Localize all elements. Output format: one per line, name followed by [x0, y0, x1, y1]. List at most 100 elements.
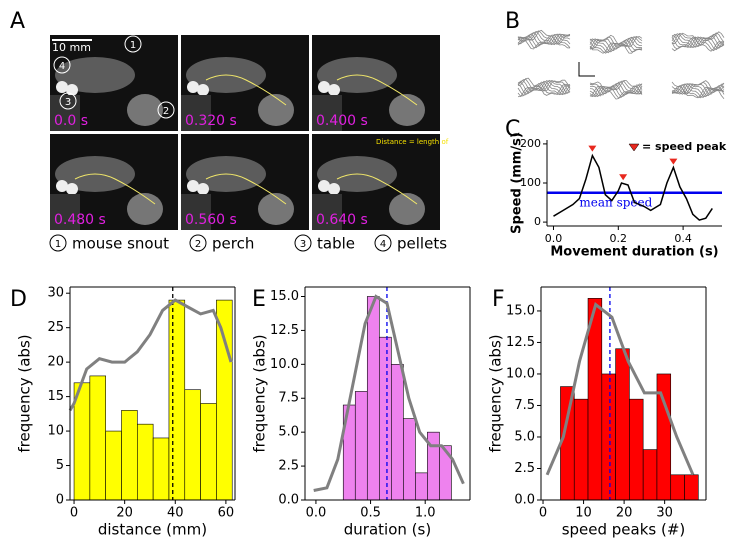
trajectory: [671, 33, 725, 48]
x-tick-label: 0.0: [306, 506, 327, 521]
peak-marker: [588, 145, 597, 152]
panel-label: B: [505, 9, 520, 34]
bar: [573, 398, 589, 501]
y-tick-label: 0: [56, 493, 64, 508]
bar: [354, 391, 368, 501]
snout-trace: [336, 74, 418, 106]
chart: 0.0 0.5 1.0 0.0 2.5 5.0 7.5 10.0 12.5 15.0 duratio…: [251, 286, 471, 538]
bar: [642, 449, 658, 501]
legend-marker: [628, 143, 640, 152]
pellet: [187, 81, 199, 93]
y-tick-label: 100: [520, 176, 541, 189]
frame-time: 0.640 s: [316, 212, 368, 228]
y-tick-label: 5: [56, 458, 64, 473]
trajectory: [671, 32, 725, 47]
bar: [152, 437, 170, 501]
frame-time: 0.480 s: [54, 212, 106, 228]
marker-circle: [53, 56, 71, 74]
perch: [258, 193, 294, 225]
bar: [601, 373, 616, 501]
speed-line: [553, 153, 713, 221]
x-tick-label: 0: [70, 506, 78, 521]
x-tick-label: 0.4: [674, 232, 692, 245]
trajectory: [589, 84, 643, 99]
x-tick-label: 30: [656, 506, 673, 521]
legend-circle: [374, 234, 392, 252]
bar: [105, 430, 122, 501]
scale-bar-label: 10 mm: [52, 41, 91, 54]
perch: [389, 94, 425, 126]
pellet: [328, 183, 340, 195]
trajectory: [589, 36, 643, 52]
peak-marker: [619, 174, 628, 181]
trajectory: [589, 83, 643, 98]
perch: [389, 193, 425, 225]
bar: [684, 474, 699, 501]
snout-trace: [336, 173, 418, 205]
y-tick-label: 0: [534, 215, 541, 228]
y-tick-label: 25: [47, 320, 64, 335]
trajectory: [671, 85, 725, 99]
y-tick-label: 10: [47, 424, 64, 439]
trajectory: [671, 84, 725, 99]
table: [312, 95, 342, 131]
legend-label: mouse snout: [72, 235, 169, 253]
bar: [560, 386, 575, 501]
panel-label: C: [505, 117, 520, 142]
x-axis-label: distance (mm): [98, 521, 207, 538]
marker-number: 4: [59, 61, 65, 72]
chart: mean speed = speed peak 0.0 0.2 0.4 0 100 200 Mo…: [510, 132, 727, 259]
kde-curve: [545, 302, 695, 476]
marker-number: 1: [130, 40, 136, 51]
trajectory: [671, 82, 725, 97]
y-tick-label: 7.5: [514, 398, 535, 413]
y-axis-label: Speed (mm/s): [510, 132, 525, 234]
bar: [366, 296, 380, 501]
table: [312, 194, 342, 230]
y-tick-label: 5.0: [514, 429, 535, 444]
annotation: Distance = length of: [376, 138, 449, 146]
trajectory: [671, 33, 725, 48]
pellet: [328, 84, 340, 96]
y-axis-label: frequency (abs): [251, 334, 269, 452]
table: [50, 95, 80, 131]
bar: [184, 389, 201, 501]
chart: 0 20 40 60 0 5 10 15 20 25 30 distance (mm) frequenc…: [16, 286, 236, 538]
trajectory: [517, 78, 571, 93]
trajectory: [671, 36, 724, 52]
pellet: [66, 183, 78, 195]
y-tick-label: 30: [47, 286, 64, 301]
perch: [127, 193, 163, 225]
marker-number: 2: [163, 106, 169, 117]
x-axis-label: duration (s): [344, 521, 431, 538]
kde-curve: [68, 298, 233, 412]
bar: [615, 348, 630, 501]
x-tick-label: 0.0: [545, 232, 563, 245]
perch: [127, 94, 163, 126]
frame-time: 0.320 s: [185, 113, 237, 129]
trajectory: [517, 34, 571, 49]
bar: [629, 398, 644, 501]
y-tick-label: 15.0: [506, 303, 535, 318]
bar: [379, 336, 392, 501]
marker-circle: [59, 92, 77, 110]
trajectory: [589, 83, 643, 97]
legend-label: = speed peak: [642, 140, 727, 153]
x-axis-label: Movement duration (s): [550, 245, 718, 260]
peak-marker: [669, 158, 678, 165]
trajectory: [517, 35, 571, 50]
mouse-body: [55, 57, 135, 93]
bar: [137, 423, 154, 501]
y-tick-label: 5.0: [278, 425, 299, 440]
y-tick-label: 12.5: [270, 323, 299, 338]
x-tick-label: 10: [575, 506, 592, 521]
y-tick-label: 15.0: [270, 289, 299, 304]
y-tick-label: 2.5: [514, 461, 535, 476]
pellet: [318, 180, 330, 192]
legend-number: 1: [55, 239, 61, 250]
trajectory: [589, 85, 643, 100]
legend-label: pellets: [397, 235, 447, 253]
x-tick-label: 20: [116, 506, 133, 521]
trajectory: [517, 30, 571, 45]
bar: [670, 474, 685, 501]
